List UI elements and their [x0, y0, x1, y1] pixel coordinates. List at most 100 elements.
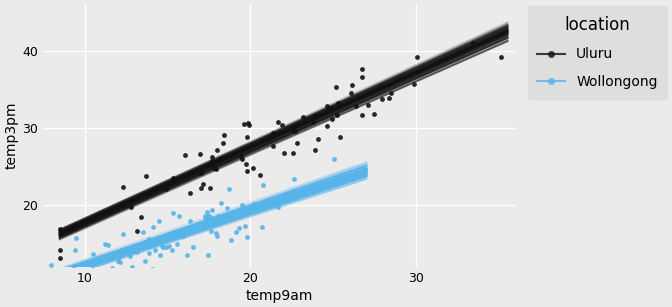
- Point: [54, 256, 65, 261]
- Point: [288, 128, 298, 133]
- Y-axis label: temp3pm: temp3pm: [4, 102, 18, 169]
- Point: [206, 215, 217, 220]
- Point: [346, 83, 357, 88]
- Point: [272, 198, 283, 203]
- Point: [248, 201, 259, 206]
- Point: [112, 258, 123, 263]
- Point: [257, 225, 267, 230]
- Point: [384, 96, 394, 101]
- Point: [308, 120, 319, 125]
- Point: [196, 186, 206, 191]
- Point: [322, 123, 333, 128]
- Point: [87, 266, 97, 271]
- Point: [265, 134, 276, 138]
- Point: [202, 253, 213, 258]
- Point: [118, 232, 128, 237]
- Point: [213, 213, 224, 218]
- Point: [224, 187, 235, 192]
- Point: [97, 298, 108, 303]
- Point: [369, 111, 380, 116]
- Point: [243, 120, 254, 125]
- Legend: Uluru, Wollongong: Uluru, Wollongong: [528, 6, 667, 99]
- Point: [241, 235, 252, 240]
- Point: [385, 91, 396, 95]
- Point: [357, 75, 368, 80]
- Point: [377, 97, 388, 102]
- Point: [107, 266, 118, 271]
- Point: [140, 258, 151, 263]
- Point: [140, 173, 151, 178]
- Point: [267, 144, 278, 149]
- Point: [205, 185, 216, 190]
- Point: [331, 84, 341, 89]
- Point: [288, 151, 298, 156]
- Point: [195, 152, 206, 157]
- Point: [180, 152, 191, 157]
- Point: [247, 166, 258, 171]
- Point: [313, 137, 324, 142]
- Point: [239, 121, 249, 126]
- Point: [244, 123, 255, 128]
- Point: [297, 114, 308, 119]
- Point: [70, 236, 81, 241]
- Point: [193, 226, 204, 231]
- Point: [115, 272, 126, 277]
- Point: [70, 247, 81, 252]
- Point: [69, 264, 79, 269]
- Point: [117, 185, 128, 190]
- Point: [356, 67, 367, 72]
- Point: [204, 218, 215, 223]
- Point: [202, 209, 212, 214]
- Point: [203, 213, 214, 218]
- Point: [154, 253, 165, 258]
- Point: [181, 231, 192, 235]
- Point: [222, 214, 233, 219]
- Point: [167, 248, 177, 253]
- Point: [201, 216, 212, 220]
- Point: [495, 54, 506, 59]
- Point: [257, 182, 268, 187]
- Point: [333, 100, 343, 105]
- Point: [254, 173, 265, 178]
- Point: [200, 217, 210, 222]
- Point: [132, 249, 142, 254]
- Point: [114, 255, 124, 260]
- Point: [87, 251, 98, 256]
- Point: [246, 209, 257, 214]
- Point: [182, 253, 193, 258]
- Point: [129, 243, 140, 248]
- Point: [157, 245, 168, 250]
- Point: [187, 245, 198, 250]
- Point: [288, 188, 299, 193]
- Point: [147, 224, 158, 229]
- Point: [161, 187, 171, 192]
- Point: [206, 229, 216, 234]
- Point: [115, 260, 126, 265]
- Point: [184, 190, 195, 195]
- Point: [240, 223, 251, 228]
- Point: [335, 135, 345, 140]
- Point: [350, 103, 361, 108]
- Point: [226, 237, 237, 242]
- Point: [138, 229, 149, 234]
- Point: [237, 157, 247, 161]
- Point: [84, 274, 95, 279]
- Point: [216, 200, 226, 205]
- Point: [242, 169, 253, 173]
- Point: [215, 214, 226, 219]
- Point: [149, 241, 159, 246]
- Point: [196, 170, 206, 175]
- Point: [356, 113, 367, 118]
- Point: [363, 103, 374, 107]
- Point: [206, 208, 217, 212]
- Point: [150, 247, 161, 252]
- Point: [208, 166, 219, 171]
- Point: [54, 248, 65, 253]
- Point: [214, 157, 225, 161]
- Point: [54, 226, 65, 231]
- Point: [230, 229, 241, 234]
- Point: [125, 247, 136, 251]
- Point: [279, 150, 290, 155]
- Point: [309, 148, 320, 153]
- Point: [87, 266, 98, 271]
